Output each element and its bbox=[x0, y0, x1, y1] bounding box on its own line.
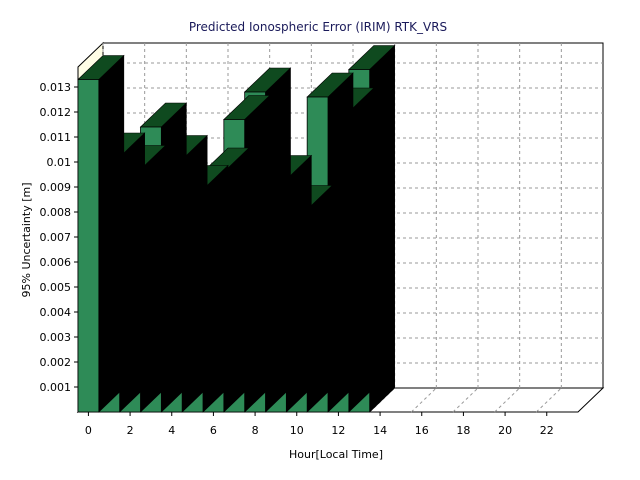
y-tick-label: 0.013 bbox=[40, 81, 72, 94]
bar bbox=[77, 54, 125, 413]
y-tick-label: 0.012 bbox=[40, 106, 72, 119]
x-axis-label: Hour[Local Time] bbox=[289, 448, 383, 461]
y-tick-label: 0.005 bbox=[40, 281, 72, 294]
y-tick-label: 0.011 bbox=[40, 131, 72, 144]
y-tick-label: 0.007 bbox=[40, 231, 72, 244]
x-tick-label: 18 bbox=[456, 424, 470, 437]
x-tick-label: 16 bbox=[415, 424, 429, 437]
bar-front bbox=[77, 79, 100, 413]
y-tick-label: 0.004 bbox=[40, 306, 72, 319]
x-tick-label: 22 bbox=[540, 424, 554, 437]
x-tick-label: 2 bbox=[127, 424, 134, 437]
y-tick-label: 0.002 bbox=[40, 356, 72, 369]
y-tick-label: 0.008 bbox=[40, 206, 72, 219]
y-tick-label: 0.006 bbox=[40, 256, 72, 269]
chart-title: Predicted Ionospheric Error (IRIM) RTK_V… bbox=[189, 20, 447, 34]
x-tick-label: 12 bbox=[331, 424, 345, 437]
y-tick-label: 0.001 bbox=[40, 381, 72, 394]
y-tick-label: 0.01 bbox=[47, 156, 72, 169]
y-axis-label: 95% Uncertainty [m] bbox=[20, 182, 33, 297]
x-tick-label: 4 bbox=[168, 424, 175, 437]
bar-side bbox=[98, 54, 125, 413]
x-tick-label: 20 bbox=[498, 424, 512, 437]
x-tick-label: 6 bbox=[210, 424, 217, 437]
x-tick-label: 14 bbox=[373, 424, 387, 437]
x-tick-label: 0 bbox=[85, 424, 92, 437]
x-tick-label: 10 bbox=[290, 424, 304, 437]
y-tick-label: 0.009 bbox=[40, 181, 72, 194]
tick-labels: 0.001 0.002 0.003 0.004 0.005 0.006 0.007 0.008… bbox=[40, 81, 554, 437]
x-tick-label: 8 bbox=[252, 424, 259, 437]
y-tick-label: 0.003 bbox=[40, 331, 72, 344]
bars bbox=[77, 44, 396, 413]
